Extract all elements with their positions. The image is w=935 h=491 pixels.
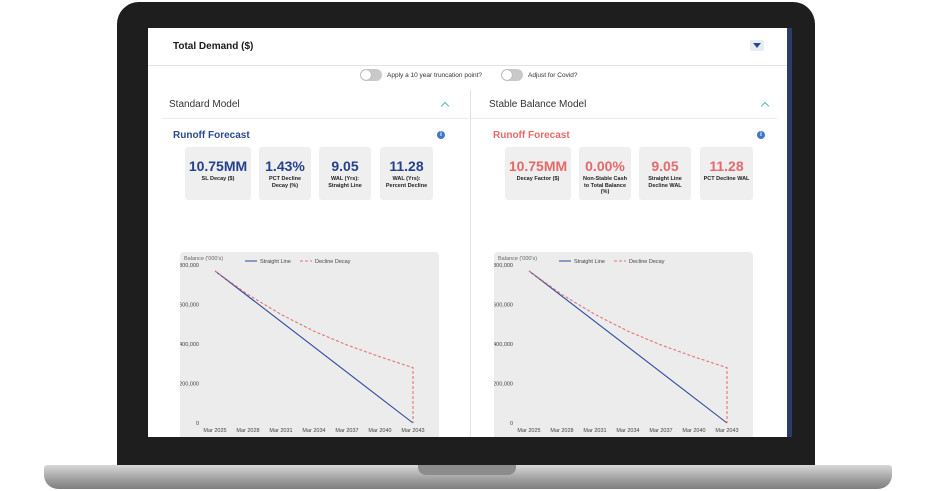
runoff-chart: Balance ('000's) 0 200,000 400,000 600,000 80… bbox=[180, 252, 439, 437]
y-axis-label: Balance ('000's) bbox=[184, 256, 223, 262]
standard-model-title: Standard Model bbox=[169, 99, 240, 110]
metric-value: 1.43% bbox=[265, 158, 305, 174]
y-tick-label: 200,000 bbox=[180, 382, 199, 388]
toggle-bar: Apply a 10 year truncation point? Adjust… bbox=[148, 69, 790, 85]
x-tick-label: Mar 2037 bbox=[649, 428, 672, 434]
legend-label: Decline Decay bbox=[315, 259, 351, 265]
y-tick-label: 800,000 bbox=[180, 263, 199, 269]
metric-card: 1.43% PCT Decline Decay (%) bbox=[259, 147, 311, 200]
metric-value: 9.05 bbox=[331, 158, 359, 174]
y-tick-label: 400,000 bbox=[494, 342, 513, 348]
series-line-decline-decay bbox=[214, 270, 414, 423]
metric-card: 11.28 WAL (Yrs): Percent Decline bbox=[380, 147, 433, 200]
y-tick-label: 200,000 bbox=[494, 382, 513, 388]
total-demand-header: Total Demand ($) bbox=[148, 28, 790, 66]
standard-model-panel: Standard Model Runoff Forecast i 10.75MM… bbox=[162, 90, 468, 437]
metric-card: 9.05 WAL (Yrs): Straight Line bbox=[319, 147, 371, 200]
app-screen: Total Demand ($) Apply a 10 year truncat… bbox=[148, 28, 790, 437]
metric-label: WAL (Yrs): Percent Decline bbox=[385, 176, 428, 189]
x-tick-label: Mar 2025 bbox=[517, 428, 540, 434]
legend-label: Straight Line bbox=[260, 259, 291, 265]
x-tick-label: Mar 2028 bbox=[550, 428, 573, 434]
x-tick-label: Mar 2043 bbox=[401, 428, 424, 434]
laptop-notch bbox=[418, 465, 516, 475]
covid-toggle-group: Adjust for Covid? bbox=[501, 69, 578, 81]
collapse-down-icon[interactable] bbox=[750, 40, 764, 51]
x-tick-label: Mar 2031 bbox=[269, 428, 292, 434]
chevron-up-icon[interactable] bbox=[761, 100, 768, 107]
metric-card: 9.05 Straight Line Decline WAL bbox=[639, 147, 691, 200]
x-tick-label: Mar 2043 bbox=[715, 428, 738, 434]
x-tick-label: Mar 2037 bbox=[335, 428, 358, 434]
y-tick-label: 400,000 bbox=[180, 342, 199, 348]
truncation-toggle-group: Apply a 10 year truncation point? bbox=[360, 69, 482, 81]
metric-value: 10.75MM bbox=[508, 158, 568, 174]
x-tick-label: Mar 2034 bbox=[302, 428, 325, 434]
metric-value: 0.00% bbox=[585, 158, 625, 174]
screen-edge bbox=[787, 28, 792, 437]
y-tick-label: 600,000 bbox=[494, 303, 513, 309]
y-tick-label: 0 bbox=[196, 421, 199, 427]
series-line-straight-line bbox=[528, 270, 728, 424]
metric-value: 10.75MM bbox=[188, 158, 248, 174]
metric-label: SL Decay ($) bbox=[201, 176, 235, 182]
x-tick-label: Mar 2031 bbox=[583, 428, 606, 434]
x-tick-label: Mar 2025 bbox=[203, 428, 226, 434]
divider bbox=[162, 118, 468, 119]
runoff-forecast-title: Runoff Forecast bbox=[493, 130, 570, 141]
metric-label: PCT Decline WAL bbox=[703, 176, 750, 182]
metric-card: 10.75MM SL Decay ($) bbox=[185, 147, 251, 200]
y-tick-label: 800,000 bbox=[494, 263, 513, 269]
metric-value: 9.05 bbox=[651, 158, 679, 174]
y-tick-label: 600,000 bbox=[180, 303, 199, 309]
y-axis-label: Balance ('000's) bbox=[498, 256, 537, 262]
series-line-straight-line bbox=[214, 270, 414, 424]
stable-model-title: Stable Balance Model bbox=[489, 99, 587, 110]
divider bbox=[471, 118, 777, 119]
series-line-decline-decay bbox=[528, 270, 728, 423]
truncation-toggle[interactable] bbox=[360, 69, 382, 81]
info-icon[interactable]: i bbox=[757, 131, 765, 139]
metric-label: Decay Factor ($) bbox=[516, 176, 560, 182]
metric-value: 11.28 bbox=[389, 158, 424, 174]
x-tick-label: Mar 2028 bbox=[236, 428, 259, 434]
metric-value: 11.28 bbox=[709, 158, 744, 174]
x-tick-label: Mar 2034 bbox=[616, 428, 639, 434]
truncation-toggle-label: Apply a 10 year truncation point? bbox=[387, 71, 483, 79]
legend-label: Straight Line bbox=[574, 259, 605, 265]
covid-toggle[interactable] bbox=[501, 69, 523, 81]
y-tick-label: 0 bbox=[510, 421, 513, 427]
metric-card: 10.75MM Decay Factor ($) bbox=[505, 147, 571, 200]
runoff-chart: Balance ('000's) 0 200,000 400,000 600,000 80… bbox=[494, 252, 753, 437]
info-icon[interactable]: i bbox=[437, 131, 445, 139]
stable-balance-model-panel: Stable Balance Model Runoff Forecast i 1… bbox=[470, 90, 777, 437]
chevron-up-icon[interactable] bbox=[441, 100, 448, 107]
covid-toggle-label: Adjust for Covid? bbox=[528, 71, 578, 79]
runoff-forecast-title: Runoff Forecast bbox=[173, 130, 250, 141]
x-tick-label: Mar 2040 bbox=[368, 428, 391, 434]
legend-label: Decline Decay bbox=[629, 259, 665, 265]
metric-label: WAL (Yrs): Straight Line bbox=[328, 176, 362, 189]
metric-card: 0.00% Non-Stable Cash to Total Balance (… bbox=[579, 147, 631, 200]
x-tick-label: Mar 2040 bbox=[682, 428, 705, 434]
page-title: Total Demand ($) bbox=[173, 41, 254, 52]
runoff-chart-svg: Balance ('000's) 0 200,000 400,000 600,000 80… bbox=[180, 256, 425, 434]
runoff-chart-svg: Balance ('000's) 0 200,000 400,000 600,000 80… bbox=[494, 256, 739, 434]
metric-label: Non-Stable Cash to Total Balance (%) bbox=[582, 176, 627, 195]
metric-label: Straight Line Decline WAL bbox=[648, 176, 682, 189]
metric-label: PCT Decline Decay (%) bbox=[268, 176, 302, 189]
metric-card: 11.28 PCT Decline WAL bbox=[700, 147, 753, 200]
